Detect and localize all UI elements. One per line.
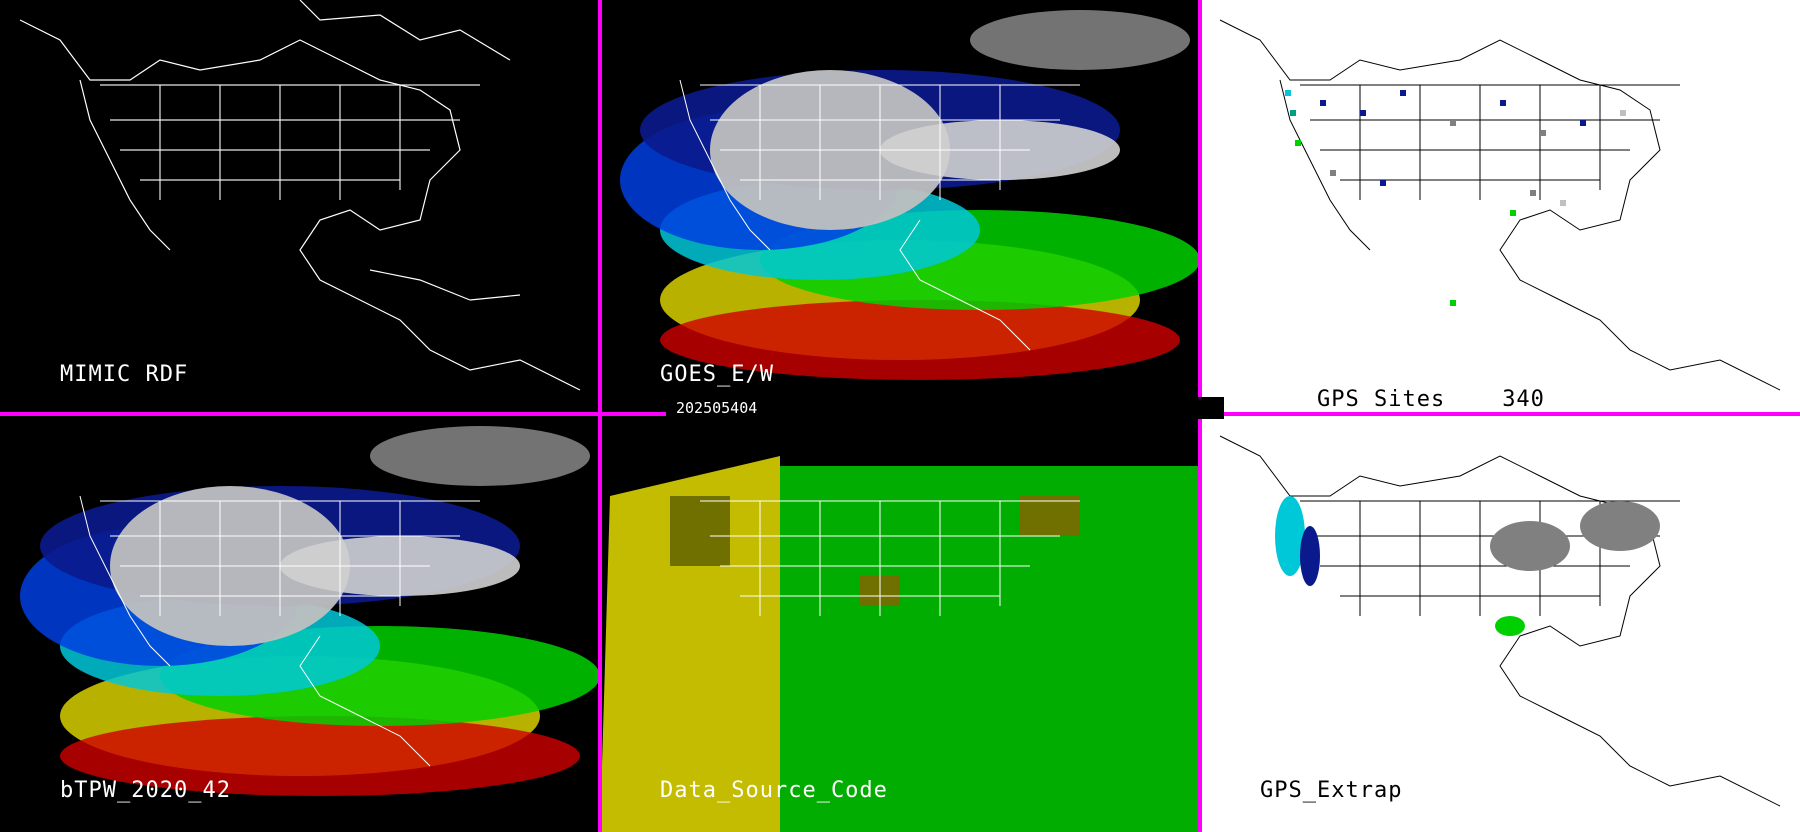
map-mimic-rdf [19, 0, 581, 391]
timestamp: 202505404 [676, 399, 758, 417]
panel-label: GOES_E/W [660, 362, 774, 387]
panel-label-text: GPS Sites [1316, 387, 1446, 412]
panel-label: GPS Sites 340 [1260, 362, 1545, 416]
panel-data-source: Data_Source_Code [600, 416, 1200, 832]
map-data-source [600, 456, 1200, 832]
panel-gps-extrap: GPS_Extrap [1200, 416, 1800, 832]
map-gps-extrap [1219, 435, 1781, 807]
map-gps-sites [1219, 19, 1781, 391]
panel-label: GPS_Extrap [1260, 778, 1403, 803]
panel-gps-sites: GPS Sites 340 [1200, 0, 1800, 416]
panel-label: MIMIC RDF [60, 362, 189, 387]
divider-vertical-left [598, 0, 602, 832]
panel-label: bTPW_2020_42 [60, 778, 231, 803]
panel-goes: GOES_E/W [600, 0, 1200, 416]
panel-mimic-rdf: MIMIC RDF [0, 0, 600, 416]
timestamp-bar: 202505404 [666, 397, 1224, 419]
site-count: 340 [1502, 387, 1545, 412]
panel-btpw: bTPW_2020_42 [0, 416, 600, 832]
panel-label: Data_Source_Code [660, 778, 888, 803]
map-btpw [20, 426, 600, 796]
map-goes [620, 10, 1200, 380]
